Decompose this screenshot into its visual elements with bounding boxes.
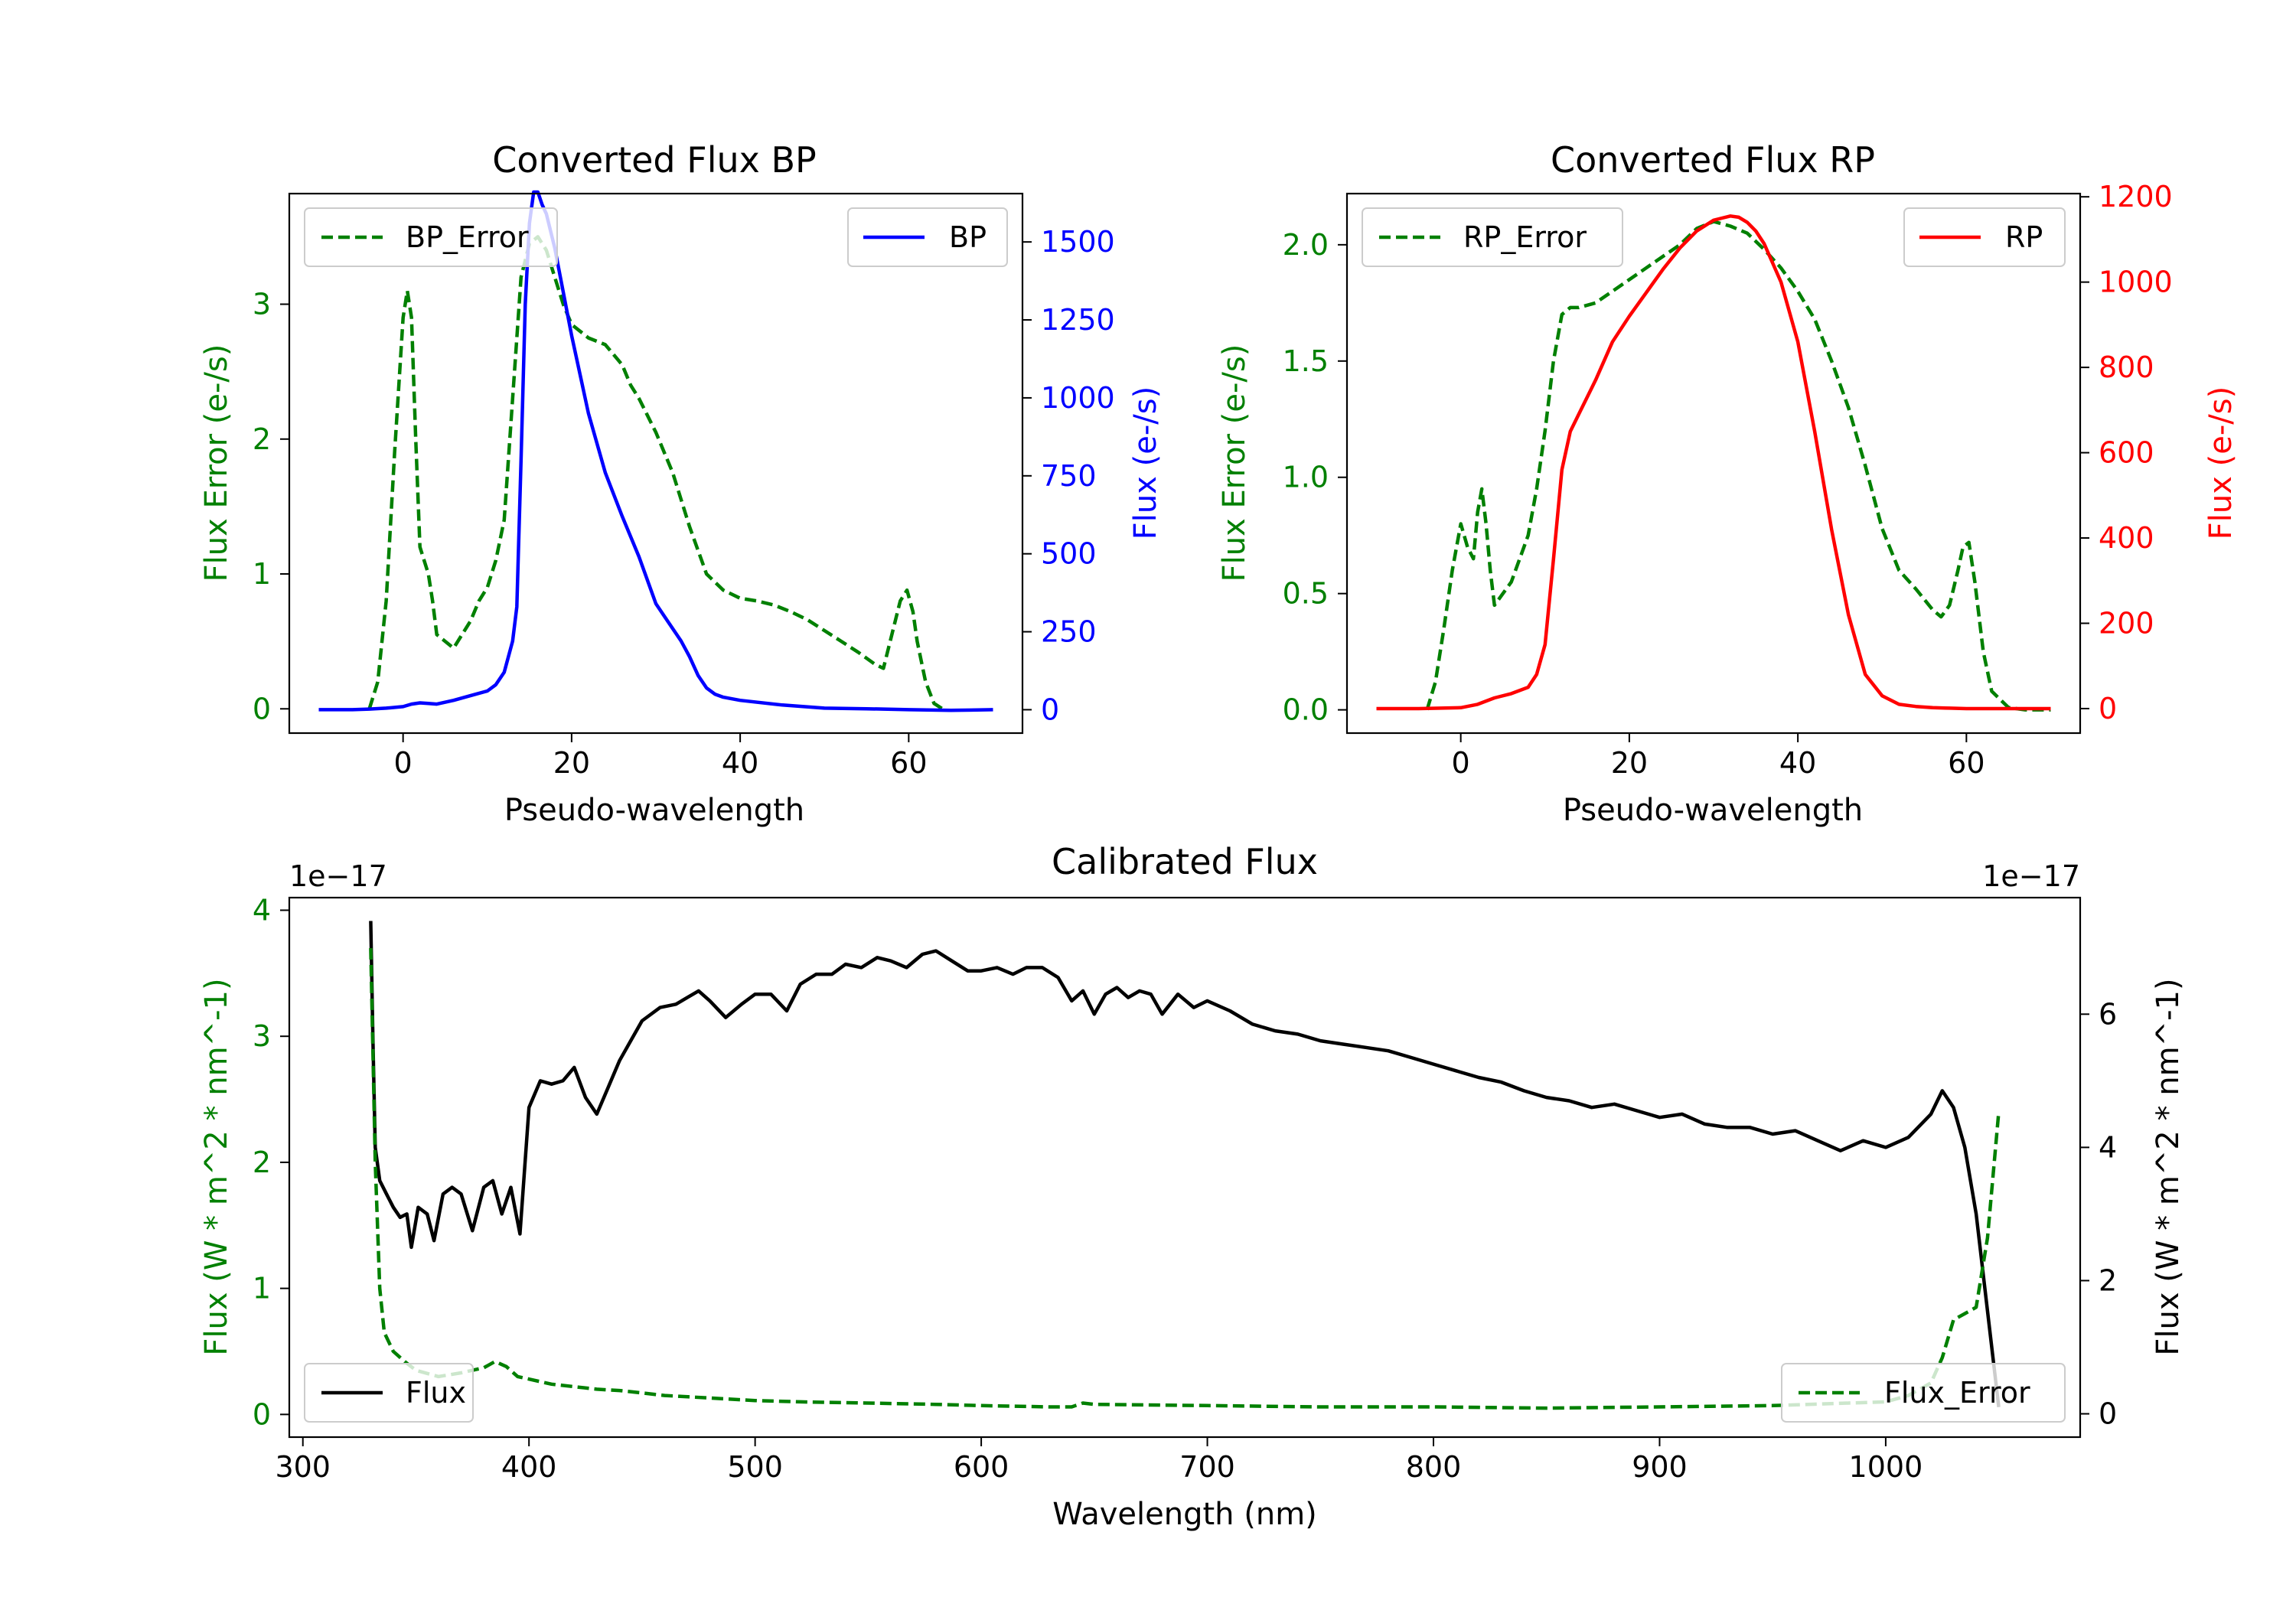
calibrated-ytick-left-label: 0 — [253, 1397, 271, 1431]
bp-xtick-label: 0 — [394, 746, 413, 780]
bp-axes-frame — [288, 192, 1024, 735]
cal-legend-right-box — [1781, 1363, 2066, 1423]
rp-ytick-right-label: 1000 — [2099, 266, 2173, 299]
bp-legend-right-box — [847, 207, 1008, 267]
bp-ylabel-left: Flux Error (e-/s) — [199, 344, 234, 582]
rp-legend-left-box — [1362, 207, 1623, 267]
bp-xtick-label: 60 — [890, 746, 927, 780]
bp-ytick-right-label: 250 — [1041, 615, 1097, 649]
calibrated-xtick-label: 500 — [727, 1450, 783, 1484]
rp-legend-left: RP_Error — [1362, 207, 1623, 267]
cal-legend-error-label: Flux_Error — [1884, 1376, 2030, 1410]
panel-calibrated: Calibrated Flux 1e−17 1e−17 300 400 500 600… — [199, 841, 2186, 1532]
rp-axes-frame — [1345, 192, 2082, 735]
bp-series-group — [318, 190, 993, 712]
cal-legend-flux-label: Flux — [406, 1376, 466, 1410]
cal-title: Calibrated Flux — [1052, 841, 1318, 882]
calibrated-xtick-label: 400 — [501, 1450, 557, 1484]
rp-ylabel-right: Flux (e-/s) — [2203, 386, 2239, 539]
rp-legend-error-label: RP_Error — [1463, 220, 1587, 254]
rp-ytick-right-label: 0 — [2099, 692, 2117, 725]
rp-ytick-left-label: 0.5 — [1283, 577, 1329, 611]
bp-xtick-label: 40 — [722, 746, 758, 780]
bp-ticks: 0 20 40 60 0 1 2 3 0 250 500 750 1000 1250 1500 — [253, 225, 1115, 780]
cal-axes-frame — [288, 896, 2082, 1439]
calibrated-xtick-label: 1000 — [1849, 1450, 1923, 1484]
calibrated-ytick-right-label: 4 — [2099, 1130, 2117, 1164]
bp-legend-left-box — [304, 207, 558, 267]
cal-offset-right: 1e−17 — [1982, 859, 2080, 893]
calibrated-ytick-right-label: 2 — [2099, 1263, 2117, 1297]
panel-bp: Converted Flux BP 0 20 40 60 0 1 2 3 0 250 500 750 1… — [199, 139, 1163, 828]
calibrated-ytick-left-label: 1 — [253, 1272, 271, 1305]
cal-series-group — [369, 921, 2001, 1410]
calibrated-ytick-right-label: 0 — [2099, 1397, 2117, 1431]
rp-ytick-right-label: 600 — [2099, 436, 2154, 470]
rp-ytick-left-label: 1.5 — [1283, 344, 1329, 378]
cal-ticks: 300 400 500 600 700 800 900 1000 0 1 2 3 4 0 2 4 6 — [253, 893, 2117, 1484]
bp-xlabel: Pseudo-wavelength — [504, 793, 804, 828]
rp-series-rp-error — [1425, 220, 2051, 712]
bp-ytick-left-label: 0 — [253, 692, 271, 725]
calibrated-xtick-label: 800 — [1406, 1450, 1462, 1484]
rp-legend-right: RP — [1903, 207, 2066, 267]
cal-legend-left: Flux — [304, 1363, 474, 1423]
bp-ytick-left-label: 2 — [253, 422, 271, 456]
rp-ytick-right-label: 1200 — [2099, 180, 2173, 214]
cal-ylabel-right: Flux (W * m^2 * nm^-1) — [2151, 978, 2186, 1355]
bp-series-bp-error — [367, 235, 944, 711]
bp-ylabel-right: Flux (e-/s) — [1128, 386, 1163, 539]
bp-legend-flux-label: BP — [949, 220, 987, 254]
calibrated-xtick-label: 300 — [275, 1450, 331, 1484]
bp-legend-right: BP — [847, 207, 1008, 267]
bp-ytick-left-label: 1 — [253, 557, 271, 591]
rp-xlabel: Pseudo-wavelength — [1563, 793, 1863, 828]
calibrated-ytick-right-label: 6 — [2099, 997, 2117, 1031]
cal-xlabel: Wavelength (nm) — [1052, 1497, 1317, 1532]
calibrated-xtick-label: 600 — [954, 1450, 1009, 1484]
calibrated-ytick-left-label: 4 — [253, 893, 271, 927]
bp-xtick-label: 20 — [553, 746, 590, 780]
bp-ytick-left-label: 3 — [253, 288, 271, 321]
rp-series-rp — [1376, 214, 2051, 711]
rp-ytick-right-label: 800 — [2099, 350, 2154, 384]
rp-series-group — [1376, 214, 2051, 712]
rp-title: Converted Flux RP — [1551, 139, 1875, 181]
bp-ytick-right-label: 1250 — [1041, 303, 1115, 337]
cal-legend-left-box — [304, 1363, 474, 1423]
rp-xtick-label: 60 — [1948, 746, 1985, 780]
bp-ytick-right-label: 500 — [1041, 537, 1097, 571]
rp-ytick-left-label: 0.0 — [1283, 693, 1329, 727]
bp-title: Converted Flux BP — [492, 139, 817, 181]
rp-xtick-label: 40 — [1779, 746, 1816, 780]
bp-ytick-right-label: 1000 — [1041, 381, 1115, 415]
panel-rp: Converted Flux RP 0 20 40 60 0.0 0.5 1.0 1.5 2.0… — [1217, 139, 2239, 828]
cal-offset-left: 1e−17 — [289, 859, 387, 893]
rp-ytick-right-label: 400 — [2099, 521, 2154, 555]
bp-ytick-right-label: 750 — [1041, 459, 1097, 493]
bp-ytick-right-label: 1500 — [1041, 225, 1115, 259]
calibrated-ytick-left-label: 3 — [253, 1019, 271, 1053]
rp-ytick-right-label: 200 — [2099, 606, 2154, 640]
rp-legend-right-box — [1903, 207, 2066, 267]
calibrated-series-flux — [369, 921, 2001, 1408]
calibrated-xtick-label: 700 — [1179, 1450, 1235, 1484]
bp-legend-error-label: BP_Error — [406, 220, 529, 254]
rp-legend-flux-label: RP — [2005, 220, 2043, 254]
rp-ytick-left-label: 1.0 — [1283, 461, 1329, 494]
calibrated-series-flux-error — [369, 947, 2001, 1410]
bp-legend-left: BP_Error — [304, 207, 558, 267]
cal-ylabel-left: Flux (W * m^2 * nm^-1) — [199, 978, 234, 1355]
rp-ticks: 0 20 40 60 0.0 0.5 1.0 1.5 2.0 0 200 400 600 800 1000 1… — [1283, 180, 2173, 780]
rp-xtick-label: 20 — [1611, 746, 1648, 780]
calibrated-xtick-label: 900 — [1632, 1450, 1688, 1484]
cal-legend-right: Flux_Error — [1781, 1363, 2066, 1423]
rp-ylabel-left: Flux Error (e-/s) — [1217, 344, 1252, 582]
rp-ytick-left-label: 2.0 — [1283, 228, 1329, 262]
calibrated-ytick-left-label: 2 — [253, 1146, 271, 1179]
bp-ytick-right-label: 0 — [1041, 693, 1059, 726]
rp-xtick-label: 0 — [1452, 746, 1470, 780]
